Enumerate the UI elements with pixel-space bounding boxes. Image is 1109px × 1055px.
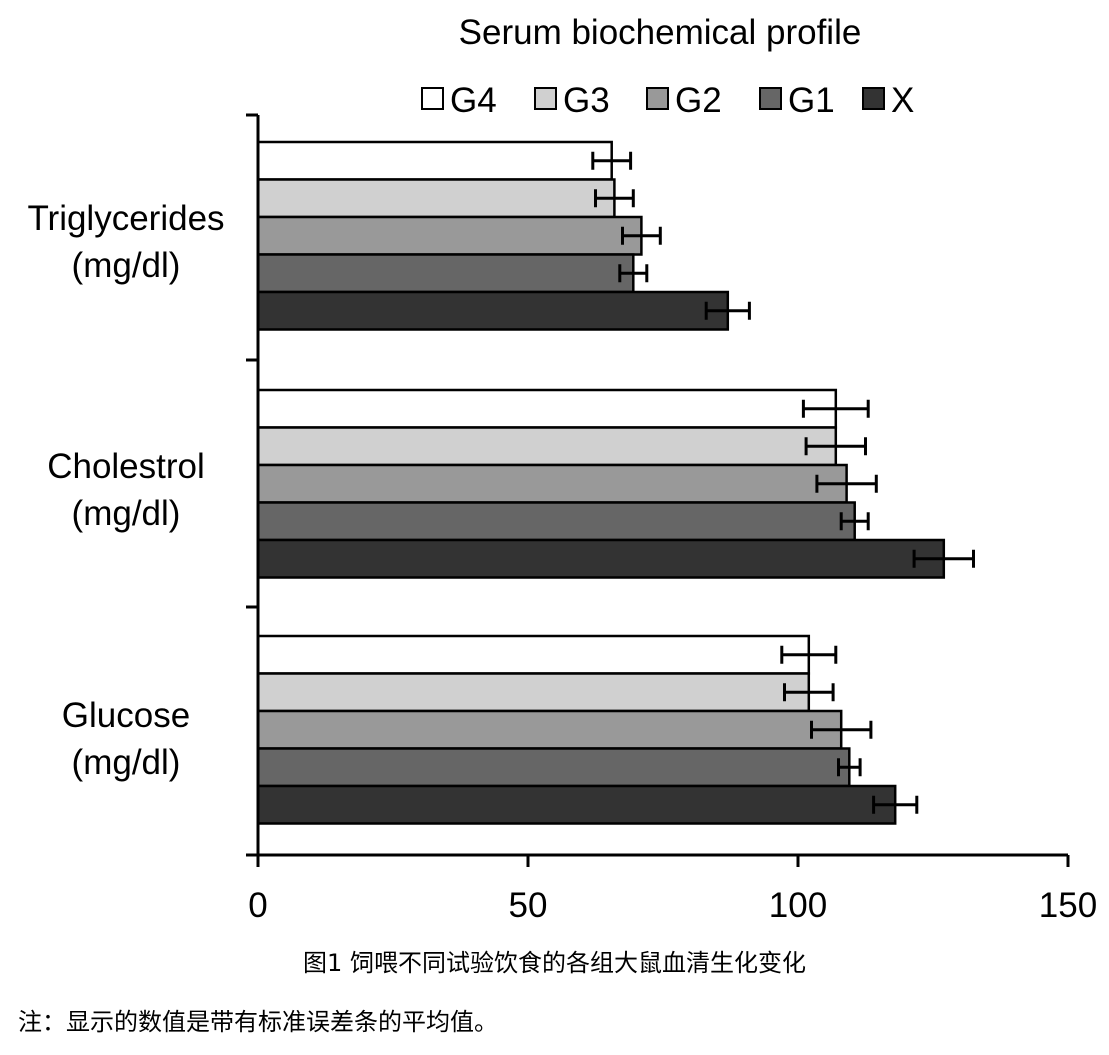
bar-g4 [256, 140, 613, 181]
bars [256, 140, 975, 825]
legend-label-g3: G3 [563, 81, 610, 120]
bar-g4 [256, 634, 811, 675]
bar-g4 [256, 388, 838, 429]
legend-swatch-g3 [534, 87, 557, 110]
bar-x [256, 290, 730, 331]
legend-swatch-g2 [646, 87, 669, 110]
legend-label-g1: G1 [788, 81, 835, 120]
y-category-label-line: Cholestrol [47, 447, 205, 486]
bar-x [256, 538, 946, 579]
figure-caption: 图1 饲喂不同试验饮食的各组大鼠血清生化变化 [303, 949, 806, 977]
legend-label-g4: G4 [450, 81, 497, 120]
bar-g2 [256, 215, 643, 256]
y-category-label-line: (mg/dl) [72, 743, 181, 782]
bar-g2 [256, 463, 848, 504]
y-category-label: Triglycerides (mg/dl) [27, 199, 224, 285]
y-category-label: Glucose (mg/dl) [62, 696, 190, 782]
bar-g1 [256, 747, 851, 788]
bar-g1 [256, 501, 856, 542]
bar-x [256, 784, 897, 825]
figure-note: 注：显示的数值是带有标准误差条的平均值。 [18, 1008, 498, 1036]
bar-g2 [256, 709, 843, 750]
bar-g1 [256, 253, 635, 294]
y-category-label-line: (mg/dl) [72, 246, 181, 285]
bar-g3 [256, 178, 616, 219]
x-tick-label: 50 [509, 886, 548, 925]
axes: 0 50 100 150 Triglycerides (mg/dl) Cholestrol (… [27, 113, 1097, 925]
legend-swatch-g4 [421, 87, 444, 110]
x-tick-label: 100 [769, 886, 827, 925]
chart: Serum biochemical profile G4 G3 G2 G1 X 0 50 1… [27, 13, 1097, 925]
y-category-label-line: Glucose [62, 696, 190, 735]
x-tick-label: 0 [248, 886, 267, 925]
y-category-label-line: (mg/dl) [72, 494, 181, 533]
chart-title: Serum biochemical profile [459, 13, 862, 52]
legend-label-g2: G2 [675, 81, 722, 120]
legend-swatch-x [862, 87, 885, 110]
legend: G4 G3 G2 G1 X [421, 81, 914, 120]
y-category-label: Cholestrol (mg/dl) [47, 447, 205, 533]
bar-g3 [256, 672, 811, 713]
legend-label-x: X [891, 81, 914, 120]
y-category-label-line: Triglycerides [27, 199, 224, 238]
x-tick-label: 150 [1039, 886, 1097, 925]
legend-swatch-g1 [759, 87, 782, 110]
bar-g3 [256, 426, 838, 467]
